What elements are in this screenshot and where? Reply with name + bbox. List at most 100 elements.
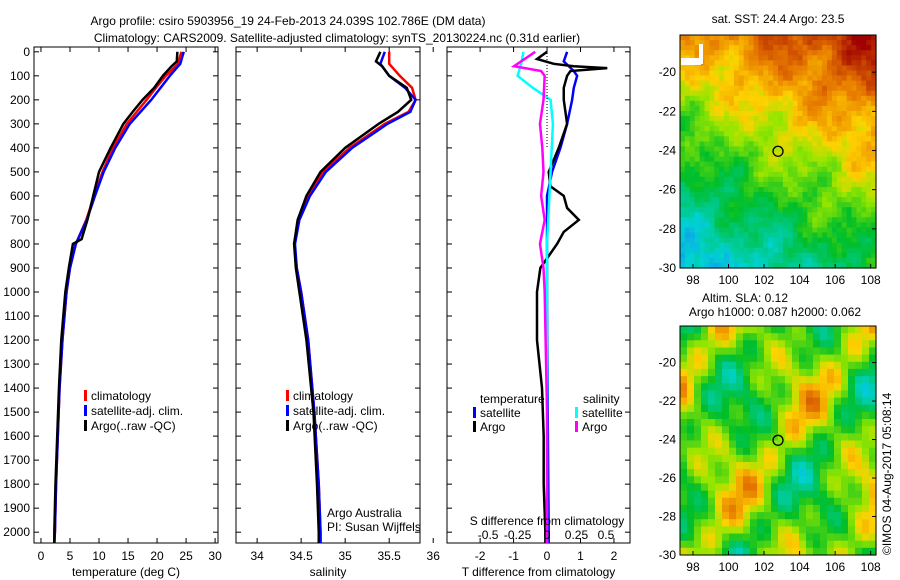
map-cell	[680, 333, 688, 341]
map-cell	[771, 369, 779, 377]
map-cell	[822, 126, 828, 132]
legend-label: satellite-adj. clim.	[91, 404, 183, 418]
map-cell	[768, 76, 774, 82]
map-cell	[729, 548, 737, 556]
map-cell	[754, 146, 760, 152]
map-cell	[827, 152, 833, 158]
map-cell	[680, 106, 686, 112]
map-cell	[832, 228, 838, 234]
map-cell	[744, 91, 750, 97]
map-cell	[798, 121, 804, 127]
map-cell	[719, 233, 725, 239]
map-cell	[837, 182, 843, 188]
map-cell	[758, 111, 764, 117]
map-cell	[778, 369, 786, 377]
map-cell	[724, 182, 730, 188]
map-cell	[827, 419, 835, 427]
map-cell	[700, 86, 706, 92]
map-cell	[813, 448, 821, 456]
map-cell	[861, 238, 867, 244]
map-cell	[714, 71, 720, 77]
map-cell	[841, 476, 849, 484]
map-cell	[750, 433, 758, 441]
map-cell	[793, 167, 799, 173]
map-cell	[758, 126, 764, 132]
map-cell	[813, 355, 821, 363]
map-cell	[820, 462, 828, 470]
x2-tick-label: -0.25	[504, 528, 532, 542]
map-cell	[817, 228, 823, 234]
map-cell	[855, 541, 863, 549]
map-cell	[714, 35, 720, 41]
map-cell	[763, 45, 769, 51]
map-cell	[773, 207, 779, 213]
map-cell	[708, 541, 716, 549]
map-cell	[764, 541, 772, 549]
map-cell	[694, 526, 702, 534]
map-cell	[708, 512, 716, 520]
map-cell	[827, 50, 833, 56]
map-cell	[847, 177, 853, 183]
map-cell	[832, 152, 838, 158]
map-cell	[757, 491, 765, 499]
map-cell	[817, 243, 823, 249]
map-cell	[714, 192, 720, 198]
map-cell	[773, 136, 779, 142]
map-cell	[778, 469, 786, 477]
map-cell	[749, 126, 755, 132]
map-cell	[855, 519, 863, 527]
map-cell	[783, 101, 789, 107]
map-cell	[736, 362, 744, 370]
map-cell	[807, 81, 813, 87]
y-tick-label: -28	[659, 222, 677, 236]
map-cell	[817, 116, 823, 122]
map-cell	[837, 248, 843, 254]
map-cell	[680, 526, 688, 534]
map-cell	[714, 212, 720, 218]
map-cell	[778, 419, 786, 427]
map-cell	[788, 202, 794, 208]
map-cell	[749, 233, 755, 239]
map-cell	[812, 55, 818, 61]
map-cell	[861, 45, 867, 51]
map-cell	[724, 136, 730, 142]
map-cell	[861, 202, 867, 208]
map-cell	[750, 405, 758, 413]
map-cell	[690, 106, 696, 112]
map-cell	[866, 35, 872, 41]
map-cell	[744, 60, 750, 66]
map-cell	[869, 526, 877, 534]
map-cell	[848, 526, 856, 534]
map-cell	[861, 111, 867, 117]
map-cell	[705, 258, 711, 264]
map-cell	[827, 192, 833, 198]
map-cell	[754, 40, 760, 46]
map-cell	[803, 162, 809, 168]
map-cell	[822, 96, 828, 102]
credit-text: ©IMOS 04-Aug-2017 05:08:14	[880, 392, 894, 555]
map-cell	[822, 146, 828, 152]
map-cell	[764, 476, 772, 484]
map-cell	[700, 81, 706, 87]
map-cell	[701, 448, 709, 456]
map-cell	[705, 40, 711, 46]
map-cell	[764, 462, 772, 470]
map-cell	[822, 65, 828, 71]
map-cell	[680, 253, 686, 259]
map-cell	[719, 197, 725, 203]
map-cell	[817, 40, 823, 46]
map-cell	[866, 106, 872, 112]
map-cell	[700, 146, 706, 152]
map-cell	[680, 362, 688, 370]
map-cell	[758, 81, 764, 87]
map-cell	[866, 81, 872, 87]
map-cell	[856, 248, 862, 254]
map-cell	[792, 483, 800, 491]
map-cell	[837, 45, 843, 51]
map-cell	[694, 355, 702, 363]
map-cell	[715, 355, 723, 363]
map-cell	[680, 448, 688, 456]
map-cell	[852, 116, 858, 122]
map-cell	[724, 167, 730, 173]
map-cell	[842, 126, 848, 132]
